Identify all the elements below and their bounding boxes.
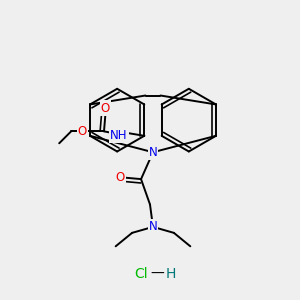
Text: N: N: [148, 146, 158, 159]
Text: O: O: [78, 125, 87, 138]
Text: Cl: Cl: [134, 267, 148, 281]
Text: —: —: [151, 267, 164, 281]
Text: H: H: [166, 267, 176, 281]
Text: NH: NH: [110, 129, 128, 142]
Text: O: O: [115, 171, 124, 184]
Text: N: N: [148, 220, 158, 233]
Text: O: O: [101, 101, 110, 115]
